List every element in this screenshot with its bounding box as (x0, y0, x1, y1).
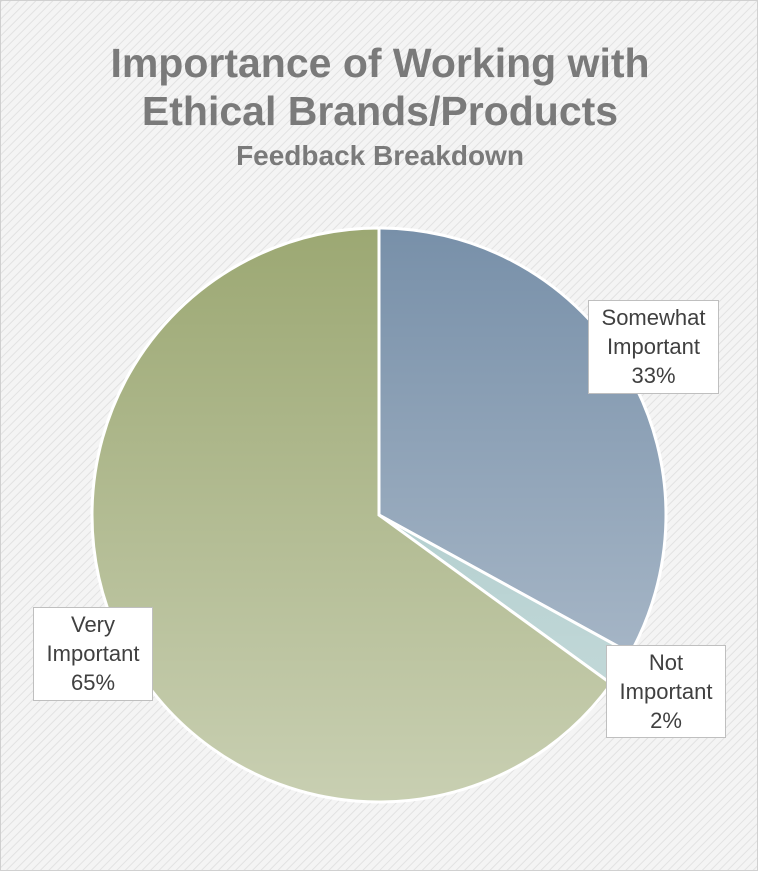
chart-subtitle: Feedback Breakdown (236, 140, 524, 171)
label-value: 2% (650, 708, 682, 733)
data-label: Not Important 2% (606, 645, 726, 738)
label-value: 33% (631, 363, 676, 388)
label-category: Very Important (46, 612, 140, 666)
data-label: Very Important 65% (33, 607, 153, 701)
label-value: 65% (70, 670, 116, 695)
label-category: Not Important (619, 650, 713, 704)
chart-title: Importance of Working with Ethical Brand… (110, 40, 650, 134)
label-category: Somewhat Important (601, 305, 706, 359)
data-label: Somewhat Important 33% (588, 300, 719, 394)
